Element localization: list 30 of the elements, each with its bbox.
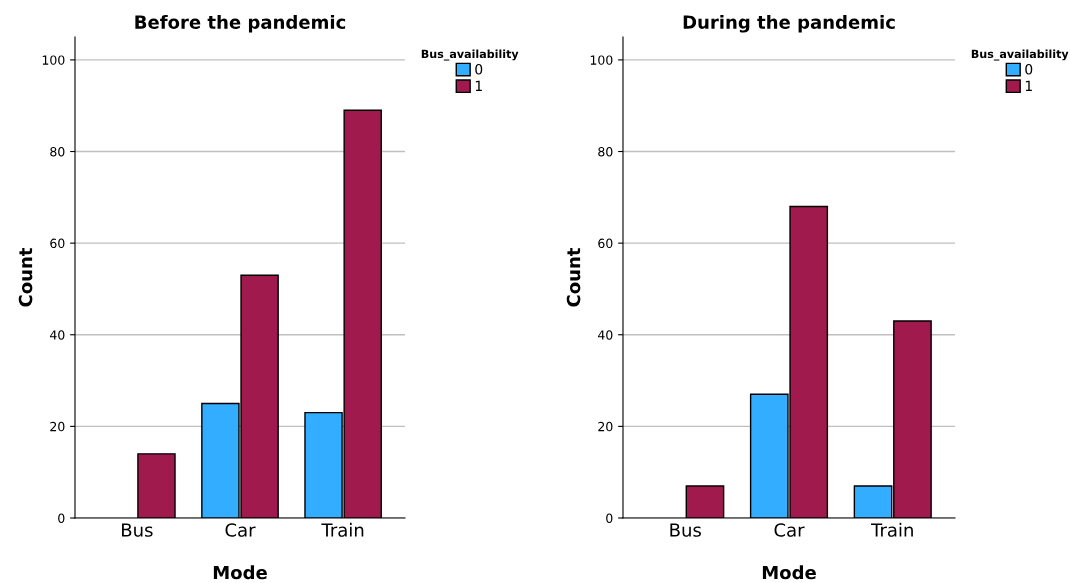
y-axis-title: Count bbox=[566, 247, 581, 307]
legend-label: 0 bbox=[475, 64, 483, 75]
chart-title: During the pandemic bbox=[683, 14, 895, 33]
legend-label: 1 bbox=[1025, 80, 1032, 91]
y-tick-label: 80 bbox=[50, 147, 65, 157]
x-tick-label: Bus bbox=[670, 523, 701, 537]
y-tick-label: 40 bbox=[597, 330, 613, 340]
legend-title: Bus_availability bbox=[971, 49, 1069, 61]
y-tick-label: 20 bbox=[598, 421, 613, 432]
x-axis-title: Mode bbox=[762, 565, 816, 580]
legend-title: Bus_availability bbox=[421, 49, 519, 61]
y-tick-label: 100 bbox=[590, 55, 613, 65]
x-tick-label: Bus bbox=[122, 523, 153, 537]
y-tick-label: 80 bbox=[598, 147, 613, 157]
y-axis-title: Count bbox=[18, 247, 33, 307]
legend-label: 0 bbox=[1025, 64, 1033, 75]
y-tick-label: 40 bbox=[49, 330, 65, 340]
y-tick-label: 100 bbox=[42, 55, 65, 65]
x-axis-title: Mode bbox=[213, 565, 267, 580]
x-tick-label: Car bbox=[225, 523, 256, 537]
legend-label: 1 bbox=[475, 80, 482, 91]
y-tick-label: 0 bbox=[606, 513, 613, 523]
y-tick-label: 60 bbox=[598, 238, 613, 249]
y-tick-label: 0 bbox=[58, 513, 65, 523]
chart-title: Before the pandemic bbox=[135, 14, 346, 33]
x-tick-label: Train bbox=[871, 522, 913, 537]
x-tick-label: Train bbox=[321, 522, 364, 537]
y-tick-label: 60 bbox=[50, 238, 65, 249]
x-tick-label: Car bbox=[774, 523, 805, 537]
y-tick-label: 20 bbox=[50, 421, 65, 432]
